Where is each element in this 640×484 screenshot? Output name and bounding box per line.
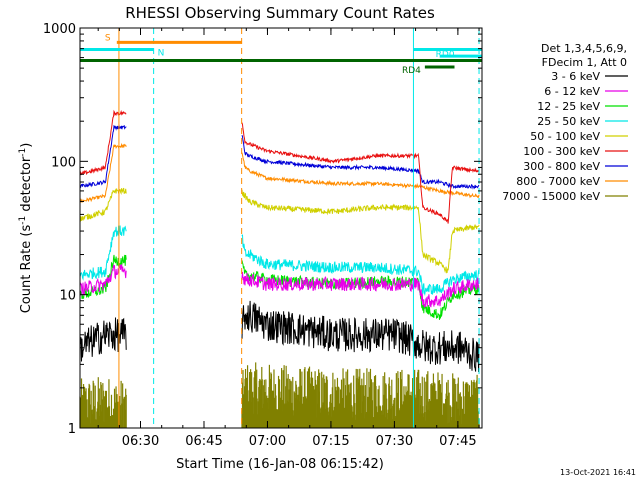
mode-label-rd0: RD0 — [436, 50, 455, 60]
legend-entry: 800 - 7000 keV — [516, 175, 600, 188]
plot-frame — [79, 27, 483, 429]
mode-label-n: N — [158, 48, 165, 58]
legend-entry: 300 - 800 keV — [523, 160, 600, 173]
series-line — [241, 122, 480, 224]
y-axis-label: Count Rate (s-1 detector-1) — [18, 143, 34, 314]
series-line — [241, 234, 480, 297]
legend-entry: 100 - 300 keV — [523, 145, 600, 158]
x-tick-label: 07:45 — [439, 434, 476, 449]
mode-label-s: S — [105, 33, 111, 43]
x-tick-label: 06:45 — [185, 434, 222, 449]
y-tick-label: 1 — [68, 422, 76, 437]
series-line — [241, 271, 480, 308]
y-tick-label: 1000 — [43, 22, 76, 37]
x-tick-label: 07:15 — [312, 434, 349, 449]
legend-header: FDecim 1, Att 0 — [542, 56, 627, 69]
series-line — [241, 300, 480, 373]
series-7000-15000keV — [79, 362, 480, 428]
legend-entry: 50 - 100 keV — [530, 130, 600, 143]
legend-header: Det 1,3,4,5,6,9, — [541, 42, 627, 55]
y-tick-label: 10 — [59, 289, 76, 304]
plot-area: S N RD0 RD4 — [79, 28, 482, 428]
x-tick-label: 07:00 — [249, 434, 286, 449]
legend-entry: 6 - 12 keV — [544, 85, 600, 98]
y-tick-label: 100 — [51, 155, 76, 170]
series-line — [241, 152, 480, 199]
legend-entry: 12 - 25 keV — [537, 100, 600, 113]
series-line — [241, 189, 480, 274]
chart-title: RHESSI Observing Summary Count Rates — [125, 4, 435, 22]
legend-entry: 3 - 6 keV — [551, 70, 600, 83]
series-line — [241, 135, 480, 190]
x-axis-label: Start Time (16-Jan-08 06:15:42) — [176, 457, 384, 472]
mode-label-rd4: RD4 — [402, 66, 421, 76]
series-3-6keV — [79, 300, 480, 373]
x-tick-label: 07:30 — [376, 434, 413, 449]
legend-entry: 25 - 50 keV — [537, 115, 600, 128]
series-line — [241, 260, 480, 320]
x-tick-label: 06:30 — [122, 434, 159, 449]
footer-date: 13-Oct-2021 16:41 — [560, 468, 636, 477]
legend: Det 1,3,4,5,6,9,FDecim 1, Att 03 - 6 keV… — [502, 42, 628, 203]
axes: 06:30 06:45 07:00 07:15 07:30 07:45 1 10 100 1000 — [43, 22, 482, 449]
legend-entry: 7000 - 15000 keV — [502, 190, 600, 203]
